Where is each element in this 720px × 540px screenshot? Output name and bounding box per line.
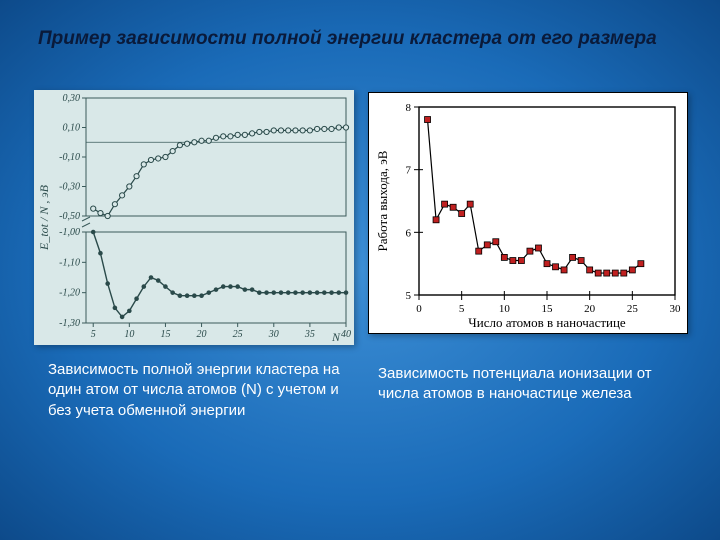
svg-text:20: 20 [197,329,207,340]
svg-text:-1,10: -1,10 [59,257,80,268]
svg-text:10: 10 [124,329,134,340]
svg-text:5: 5 [406,290,412,302]
page-title: Пример зависимости полной энергии класте… [38,28,657,50]
svg-text:E_tot / N , эВ: E_tot / N , эВ [37,184,51,251]
svg-text:15: 15 [160,329,170,340]
svg-text:15: 15 [542,303,554,315]
svg-text:-1,30: -1,30 [59,318,80,329]
svg-text:-1,00: -1,00 [59,227,80,238]
svg-text:0,10: 0,10 [63,123,81,134]
svg-text:8: 8 [406,102,412,114]
caption-chart1: Зависимость полной энергии кластера на о… [48,360,348,421]
svg-text:Работа выхода, эВ: Работа выхода, эВ [375,150,390,251]
svg-text:25: 25 [627,303,639,315]
svg-text:25: 25 [233,329,243,340]
svg-text:0,30: 0,30 [63,93,81,104]
svg-text:5: 5 [459,303,465,315]
svg-text:40: 40 [341,329,351,340]
svg-text:35: 35 [304,329,315,340]
svg-text:10: 10 [499,303,511,315]
chart-workfunction-vs-n: 0510152025305678Работа выхода, эВЧисло а… [368,92,688,334]
caption-chart2: Зависимость потенциала ионизации от числ… [378,364,678,405]
svg-text:-0,50: -0,50 [59,211,80,222]
svg-text:0: 0 [416,303,422,315]
svg-text:7: 7 [406,165,412,177]
svg-text:-0,30: -0,30 [59,182,80,193]
svg-text:30: 30 [268,329,279,340]
svg-text:5: 5 [91,329,96,340]
svg-text:N: N [331,330,341,344]
svg-text:-1,20: -1,20 [59,288,80,299]
svg-text:Число атомов в наночастице: Число атомов в наночастице [468,315,626,330]
svg-text:20: 20 [584,303,596,315]
svg-text:6: 6 [406,227,412,239]
svg-text:-0,10: -0,10 [59,152,80,163]
chart-energy-vs-n: -0,50 -0,30 -0,10 0,10 0,30 -1,30 -1,20 -1,10 -1… [34,90,354,345]
svg-text:30: 30 [670,303,682,315]
